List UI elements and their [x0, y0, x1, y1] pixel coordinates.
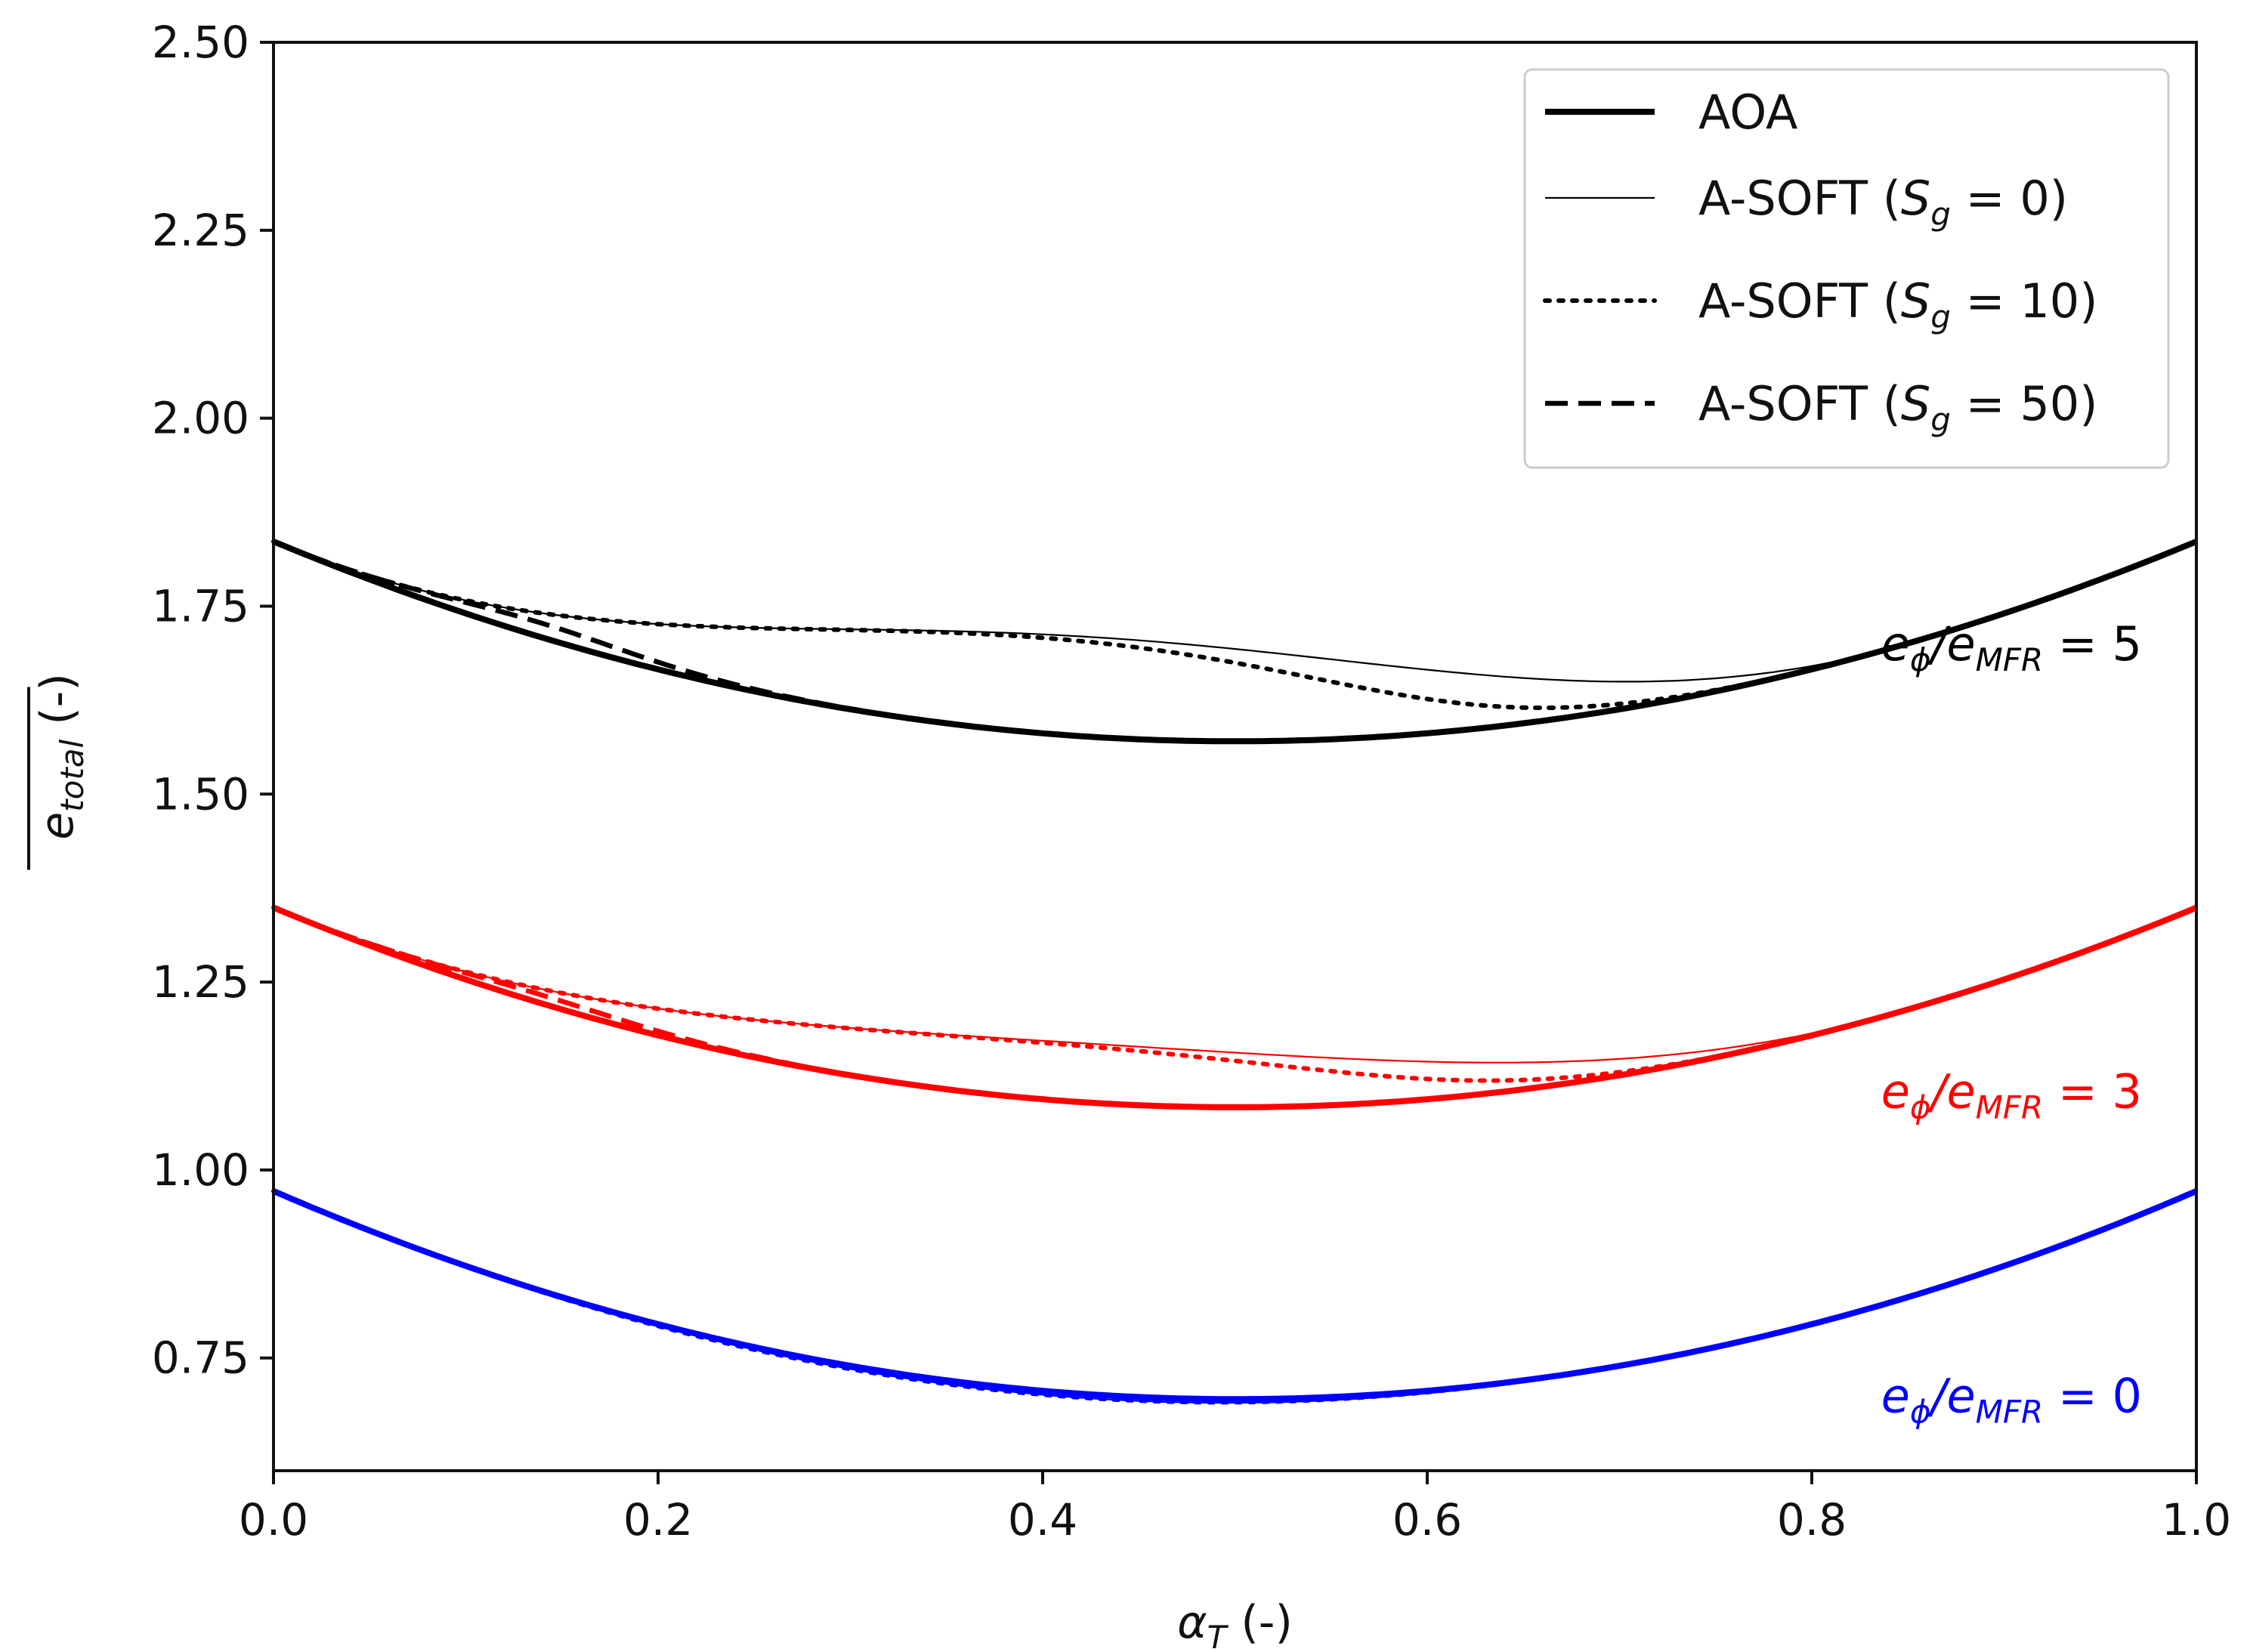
- x-axis-label-sub: T: [1207, 1619, 1229, 1652]
- legend-label-1: A-SOFT (Sg = 0): [1698, 171, 2068, 233]
- anno-slash-e: /e: [1927, 1368, 1976, 1423]
- series-aoa-group-1: [272, 904, 2198, 1110]
- y-tick-label: 1.75: [152, 580, 249, 631]
- x-tick-label: 0.8: [1777, 1494, 1847, 1545]
- legend-label-pre: A-SOFT (: [1698, 273, 1901, 329]
- x-tick-label: 0.6: [1392, 1494, 1462, 1545]
- legend-label-sym: S: [1901, 273, 1930, 329]
- legend-label-sym: S: [1901, 376, 1930, 431]
- anno-e: e: [1881, 1368, 1910, 1423]
- y-tick-label: 2.00: [152, 393, 249, 444]
- y-tick-label: 1.50: [152, 768, 249, 820]
- series-asoft-sg0-group-1: [273, 906, 2197, 1064]
- anno-value: = 0: [2043, 1368, 2142, 1423]
- legend-box: [1523, 68, 2170, 469]
- legend-label-sub: g: [1930, 298, 1951, 335]
- x-tick-label: 0.2: [623, 1494, 693, 1545]
- legend-label-post: = 10): [1951, 273, 2097, 329]
- x-tick-label: 0.0: [239, 1494, 308, 1545]
- x-tick-label: 1.0: [2162, 1494, 2231, 1545]
- y-axis-label-suffix: (-): [31, 673, 84, 740]
- series-aoa-group-0: [272, 539, 2198, 745]
- series-aoa-group-2: [272, 1188, 2198, 1403]
- anno-sub-mfr: MFR: [1976, 1393, 2044, 1430]
- legend-label-0: AOA: [1698, 85, 1797, 140]
- x-axis-label-base: α: [1177, 1596, 1207, 1649]
- anno-sub-phi: ϕ: [1910, 1393, 1931, 1430]
- y-axis-label-sub: total: [54, 739, 91, 811]
- anno-slash-e: /e: [1927, 1064, 1976, 1119]
- legend-label-sym: S: [1901, 171, 1930, 226]
- legend-label-post: = 50): [1951, 376, 2097, 431]
- anno-sub-mfr: MFR: [1976, 641, 2044, 678]
- anno-value: = 3: [2043, 1064, 2142, 1119]
- legend-label-pre: A-SOFT (: [1698, 376, 1901, 431]
- legend-label-post: = 0): [1951, 171, 2068, 226]
- anno-slash-e: /e: [1927, 616, 1976, 672]
- y-tick-label: 2.50: [152, 17, 249, 68]
- x-axis-label-suffix: (-): [1226, 1596, 1293, 1649]
- legend-label-sub: g: [1930, 196, 1951, 233]
- y-axis-label: etotal (-): [31, 673, 91, 840]
- y-axis-label-group: etotal (-): [27, 673, 91, 870]
- y-tick-label: 2.25: [152, 205, 249, 256]
- legend-label-2: A-SOFT (Sg = 10): [1698, 273, 2097, 335]
- anno-sub-mfr: MFR: [1976, 1088, 2044, 1126]
- y-tick-label: 1.25: [152, 956, 249, 1008]
- anno-e: e: [1881, 616, 1910, 672]
- series-layer: [271, 539, 2199, 1405]
- anno-sub-phi: ϕ: [1910, 1088, 1931, 1126]
- annotation-group-0: eϕ/eMFR = 5: [1881, 616, 2142, 678]
- series-asoft-sg10-group-1: [271, 905, 2199, 1083]
- plot-frame: [272, 41, 2198, 1472]
- anno-value: = 5: [2043, 616, 2142, 672]
- anno-e: e: [1881, 1064, 1910, 1119]
- axis-ticks: 0.0 0.2 0.4 0.6 0.8 1.0 0.75 1.00 1.25 1.50 1.75 2.…: [152, 17, 2231, 1545]
- y-tick-label: 1.00: [152, 1144, 249, 1196]
- y-axis-label-base: e: [31, 812, 84, 840]
- annotation-group-2: eϕ/eMFR = 0: [1881, 1368, 2142, 1430]
- y-tick-label: 0.75: [152, 1332, 249, 1384]
- legend-label-text: AOA: [1698, 85, 1797, 140]
- axis-labels: αT (-)etotal (-): [27, 673, 1293, 1652]
- group-annotations: eϕ/eMFR = 5eϕ/eMFR = 3eϕ/eMFR = 0: [1881, 616, 2142, 1430]
- x-tick-label: 0.4: [1008, 1494, 1077, 1545]
- legend-label-sub: g: [1930, 401, 1951, 438]
- anno-sub-phi: ϕ: [1910, 641, 1931, 678]
- legend-label-pre: A-SOFT (: [1698, 171, 1901, 226]
- legend-label-3: A-SOFT (Sg = 50): [1698, 376, 2097, 438]
- annotation-group-1: eϕ/eMFR = 3: [1881, 1064, 2142, 1126]
- x-axis-label: αT (-): [1177, 1596, 1293, 1652]
